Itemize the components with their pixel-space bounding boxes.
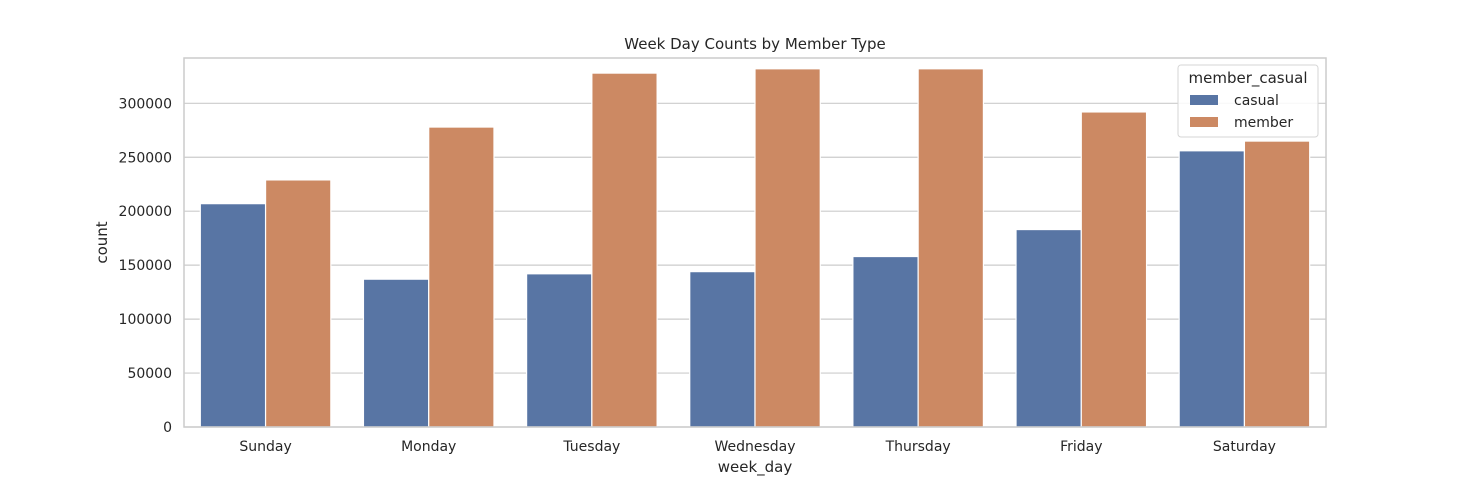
plot-frame xyxy=(183,57,1327,428)
x-tick-label-thursday: Thursday xyxy=(885,439,951,455)
bar-casual-tuesday xyxy=(525,273,593,428)
legend: member_casual casual member xyxy=(1177,64,1319,138)
legend-label-member: member xyxy=(1234,115,1293,131)
legend-label-casual: casual xyxy=(1234,93,1279,109)
chart-title: Week Day Counts by Member Type xyxy=(624,35,885,53)
x-tick-label-friday: Friday xyxy=(1060,439,1102,455)
y-axis-label: count xyxy=(93,221,111,263)
bar-casual-wednesday xyxy=(689,271,756,428)
bar-member-thursday xyxy=(917,68,985,428)
bar-casual-friday xyxy=(1015,228,1082,428)
tick-labels: 0 50000 100000 150000 200000 250000 300000 Sund… xyxy=(119,96,1276,455)
x-tick-label-monday: Monday xyxy=(401,439,456,455)
legend-swatch-member xyxy=(1190,117,1218,127)
bar-casual-sunday xyxy=(199,203,267,428)
bar-casual-monday xyxy=(362,278,430,428)
legend-title: member_casual xyxy=(1189,69,1308,88)
x-tick-label-tuesday: Tuesday xyxy=(562,439,620,455)
y-tick-label-3: 150000 xyxy=(119,258,172,274)
x-axis-label: week_day xyxy=(718,458,793,477)
bar-member-monday xyxy=(428,126,495,428)
y-tick-label-5: 250000 xyxy=(119,150,172,166)
x-tick-label-wednesday: Wednesday xyxy=(714,439,795,455)
bar-member-tuesday xyxy=(591,72,658,428)
bar-member-friday xyxy=(1080,111,1148,428)
y-tick-label-2: 100000 xyxy=(119,312,172,328)
x-tick-label-saturday: Saturday xyxy=(1213,439,1276,455)
bar-casual-saturday xyxy=(1178,150,1246,428)
y-tick-label-6: 300000 xyxy=(119,96,172,112)
bar-casual-thursday xyxy=(852,255,919,428)
bars xyxy=(199,68,1311,428)
plot-border xyxy=(183,57,1327,428)
bar-member-saturday xyxy=(1243,140,1311,428)
y-tick-label-1: 50000 xyxy=(127,366,172,382)
bar-member-sunday xyxy=(264,179,332,428)
legend-swatch-casual xyxy=(1190,95,1218,105)
x-tick-label-sunday: Sunday xyxy=(239,439,291,455)
bar-member-wednesday xyxy=(754,68,821,428)
y-tick-label-0: 0 xyxy=(163,420,172,436)
y-tick-label-4: 200000 xyxy=(119,204,172,220)
